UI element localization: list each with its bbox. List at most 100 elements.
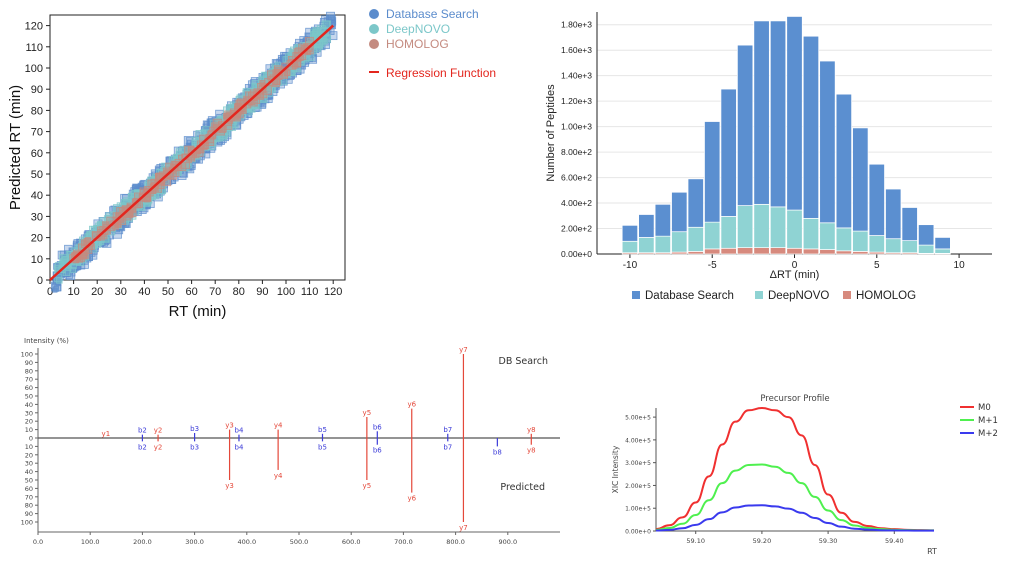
x-tick-label: 100.0 — [81, 538, 100, 546]
scatter-point — [52, 287, 58, 293]
scatter-point — [75, 256, 81, 262]
scatter-panel: 0 10 20 30 40 50 60 70 80 90 100 110 120 0 10 20 30 40 50 6… — [0, 0, 512, 320]
scatter-point — [271, 79, 280, 88]
spectrum-panel: Intensity (%) 100 90 80 70 60 50 40 30 20 10 0 10 20 3… — [0, 330, 575, 565]
scatter-point — [322, 20, 332, 29]
histogram-bar — [934, 248, 951, 254]
legend-label: HOMOLOG — [856, 290, 916, 302]
scatter-point — [316, 25, 326, 34]
peak-label-bottom: y8 — [527, 447, 536, 455]
scatter-point — [273, 78, 281, 86]
scatter-point — [80, 252, 88, 260]
x-tick-label: 110 — [301, 286, 319, 298]
histogram-bar — [885, 188, 902, 240]
histogram-bar — [737, 247, 754, 255]
scatter-point — [64, 244, 73, 254]
chart-title: Precursor Profile — [760, 394, 829, 404]
y-axis-label: Number of Peptides — [545, 84, 557, 182]
y-tick-label: 90 — [25, 510, 33, 518]
x-tick-label: 40 — [138, 286, 150, 298]
peak-label-top: y4 — [274, 422, 283, 430]
scatter-point — [80, 253, 87, 259]
histogram-bar — [802, 248, 820, 255]
histogram-bar — [786, 247, 803, 255]
y-tick-label: 40 — [25, 468, 33, 476]
x-tick-label: 10 — [954, 260, 966, 271]
x-tick-label: 800.0 — [446, 538, 465, 546]
x-tick-label: 50 — [162, 286, 174, 298]
histogram-bar — [934, 237, 951, 250]
peak-label-top: y5 — [363, 409, 372, 417]
scatter-point — [77, 254, 86, 262]
histogram-bar — [819, 60, 836, 224]
scatter-point — [287, 55, 294, 62]
y-tick-label: 60 — [31, 148, 43, 160]
legend-label: DeepNOVO — [386, 22, 450, 36]
histogram-bar — [671, 191, 688, 233]
y-tick-label: 90 — [25, 359, 33, 367]
scatter-point — [306, 50, 312, 56]
scatter-point — [191, 150, 200, 159]
scatter-point — [95, 241, 102, 248]
x-tick-label: 10 — [67, 286, 79, 298]
histogram-bar — [885, 238, 902, 254]
histogram-bar — [687, 226, 704, 252]
y-tick-label: 100 — [25, 63, 43, 75]
y-tick-label: 1.00e+5 — [625, 506, 651, 513]
histogram-bar — [737, 205, 754, 248]
x-tick-label: 0.0 — [33, 538, 43, 546]
y-tick-label: 40 — [25, 401, 33, 409]
legend-label: Regression Function — [386, 66, 496, 80]
x-tick-label: 90 — [256, 286, 268, 298]
scatter-point — [295, 47, 302, 54]
histogram-bar — [918, 244, 935, 254]
x-tick-label: 100 — [277, 286, 295, 298]
scatter-point — [185, 137, 193, 144]
peak-label-top: b2 — [138, 427, 147, 435]
y-tick-label: 0 — [29, 435, 33, 443]
peak-label-bottom: y5 — [363, 482, 372, 490]
scatter-point — [209, 126, 215, 133]
x-axis-label: ΔRT (min) — [770, 269, 820, 281]
y-tick-label: 40 — [31, 190, 43, 202]
scatter-point — [139, 181, 145, 187]
legend-label: M+1 — [978, 416, 998, 426]
y-tick-label: 1.00e+3 — [561, 122, 592, 132]
y-tick-label: 1.60e+3 — [561, 45, 592, 55]
regression-line — [49, 24, 335, 281]
scatter-point — [319, 17, 328, 26]
histogram-bar — [835, 93, 852, 229]
peak-label-top: b3 — [190, 425, 199, 433]
y-tick-label: 80 — [25, 367, 33, 375]
histogram-bar — [868, 235, 885, 253]
series-line-m0 — [655, 406, 935, 532]
x-tick-label: 59.30 — [819, 537, 838, 545]
y-tick-label: 3.00e+5 — [625, 460, 651, 467]
scatter-point — [62, 268, 71, 277]
y-tick-label: 20 — [25, 451, 33, 459]
x-tick-label: 300.0 — [185, 538, 204, 546]
y-tick-label: 1.40e+3 — [561, 71, 592, 81]
y-tick-label: 8.00e+2 — [561, 147, 592, 157]
histogram-bar — [720, 88, 737, 217]
peak-label-bottom: b2 — [138, 443, 147, 451]
y-tick-label: 10 — [31, 254, 43, 266]
y-tick-label: 10 — [25, 443, 33, 451]
plot-frame — [49, 14, 346, 281]
scatter-point — [224, 113, 231, 119]
x-tick-label: 59.40 — [885, 537, 904, 545]
scatter-point — [277, 54, 285, 62]
histogram-bar — [753, 20, 770, 205]
legend-label: Database Search — [645, 290, 734, 302]
legend-label: M+2 — [978, 429, 998, 439]
histogram-bar — [671, 231, 688, 253]
histogram-bar — [802, 35, 820, 219]
scatter-point — [320, 27, 330, 37]
peak-label-top: y6 — [407, 401, 416, 409]
peak-label-top: b6 — [373, 423, 382, 431]
histogram-bar — [852, 127, 869, 232]
scatter-point — [63, 271, 70, 278]
histogram-bar — [704, 248, 721, 255]
scatter-point — [295, 43, 301, 50]
scatter-chart: 0 10 20 30 40 50 60 70 80 90 100 110 120 0 10 20 30 40 50 6… — [7, 7, 496, 320]
